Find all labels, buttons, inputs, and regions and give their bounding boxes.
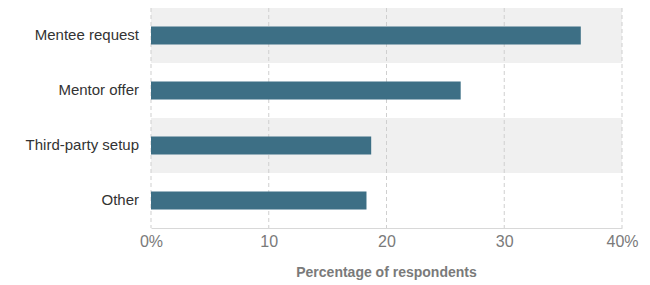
grid-line	[622, 8, 623, 228]
x-tick-label: 0%	[140, 233, 163, 250]
bar	[151, 137, 371, 155]
x-tick-label: 30	[496, 233, 514, 250]
chart: 0% 10 20 30 40% Mentee request Mentor offer Thi…	[0, 0, 650, 285]
x-tick-label: 10	[260, 233, 278, 250]
y-axis: Mentee request Mentor offer Third-party se…	[26, 9, 152, 229]
x-tick: 0%	[140, 228, 163, 250]
y-tick: Other	[101, 191, 151, 208]
x-tick: 10	[260, 228, 278, 250]
y-tick: Mentor offer	[58, 81, 151, 98]
bar	[151, 27, 581, 45]
bars	[151, 27, 581, 210]
x-tick: 30	[496, 228, 514, 250]
x-tick: 20	[378, 228, 396, 250]
bar	[151, 192, 366, 210]
y-tick-label: Other	[101, 191, 139, 208]
x-axis-line	[152, 228, 623, 229]
x-axis-title: Percentage of respondents	[296, 264, 477, 280]
y-tick-label: Third-party setup	[26, 136, 139, 153]
x-tick-label: 40%	[606, 233, 638, 250]
y-axis-line	[151, 9, 152, 229]
bar	[151, 82, 461, 100]
y-tick: Mentee request	[35, 26, 151, 43]
y-tick-label: Mentee request	[35, 26, 140, 43]
x-tick-label: 20	[378, 233, 396, 250]
grid	[151, 8, 622, 228]
y-tick: Third-party setup	[26, 136, 151, 153]
y-tick-label: Mentor offer	[58, 81, 139, 98]
x-axis: 0% 10 20 30 40%	[140, 228, 639, 250]
x-tick: 40%	[606, 228, 638, 250]
